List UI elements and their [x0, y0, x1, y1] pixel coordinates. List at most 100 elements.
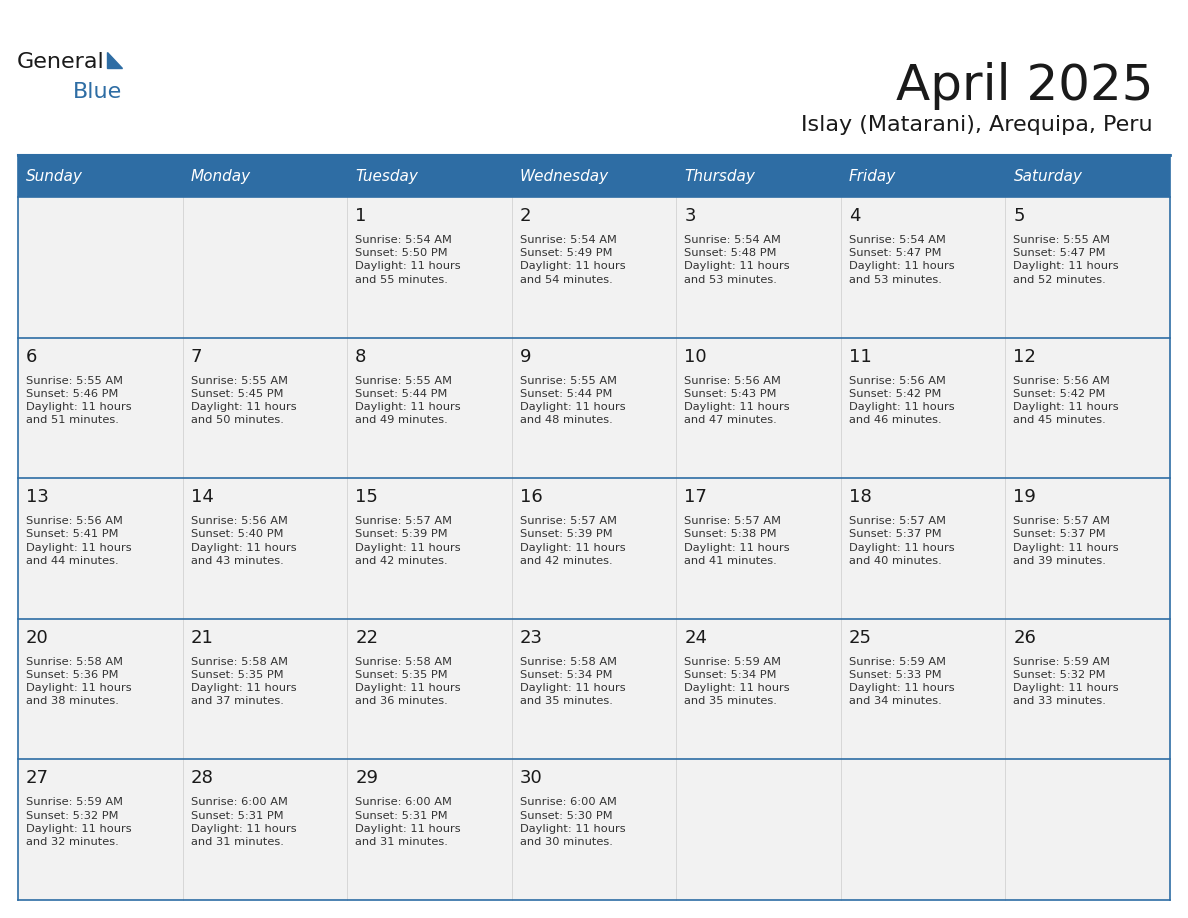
- Text: 29: 29: [355, 769, 378, 788]
- Bar: [841, 478, 1005, 619]
- Text: Blue: Blue: [72, 82, 122, 102]
- Text: Sunrise: 5:55 AM
Sunset: 5:44 PM
Daylight: 11 hours
and 49 minutes.: Sunrise: 5:55 AM Sunset: 5:44 PM Dayligh…: [355, 375, 461, 425]
- Text: 16: 16: [519, 488, 543, 506]
- Text: Sunrise: 5:56 AM
Sunset: 5:42 PM
Daylight: 11 hours
and 46 minutes.: Sunrise: 5:56 AM Sunset: 5:42 PM Dayligh…: [849, 375, 954, 425]
- Text: Sunrise: 5:56 AM
Sunset: 5:41 PM
Daylight: 11 hours
and 44 minutes.: Sunrise: 5:56 AM Sunset: 5:41 PM Dayligh…: [26, 516, 132, 565]
- Text: Monday: Monday: [190, 169, 251, 184]
- Text: 26: 26: [1013, 629, 1036, 647]
- Bar: [347, 619, 512, 759]
- Bar: [841, 759, 1005, 900]
- Text: Sunday: Sunday: [26, 169, 83, 184]
- Text: 19: 19: [1013, 488, 1036, 506]
- Text: 7: 7: [190, 348, 202, 365]
- Text: Sunrise: 6:00 AM
Sunset: 5:30 PM
Daylight: 11 hours
and 30 minutes.: Sunrise: 6:00 AM Sunset: 5:30 PM Dayligh…: [519, 798, 625, 847]
- Text: 27: 27: [26, 769, 49, 788]
- Bar: [183, 619, 347, 759]
- Text: Sunrise: 5:57 AM
Sunset: 5:37 PM
Daylight: 11 hours
and 40 minutes.: Sunrise: 5:57 AM Sunset: 5:37 PM Dayligh…: [849, 516, 954, 565]
- Bar: [1005, 759, 1170, 900]
- Text: Sunrise: 5:58 AM
Sunset: 5:36 PM
Daylight: 11 hours
and 38 minutes.: Sunrise: 5:58 AM Sunset: 5:36 PM Dayligh…: [26, 656, 132, 706]
- Text: 8: 8: [355, 348, 367, 365]
- Text: Sunrise: 5:56 AM
Sunset: 5:40 PM
Daylight: 11 hours
and 43 minutes.: Sunrise: 5:56 AM Sunset: 5:40 PM Dayligh…: [190, 516, 296, 565]
- Text: Sunrise: 5:54 AM
Sunset: 5:50 PM
Daylight: 11 hours
and 55 minutes.: Sunrise: 5:54 AM Sunset: 5:50 PM Dayligh…: [355, 235, 461, 285]
- Text: Sunrise: 5:59 AM
Sunset: 5:32 PM
Daylight: 11 hours
and 33 minutes.: Sunrise: 5:59 AM Sunset: 5:32 PM Dayligh…: [1013, 656, 1119, 706]
- Bar: [183, 759, 347, 900]
- Bar: [18, 338, 183, 478]
- Text: Sunrise: 5:54 AM
Sunset: 5:48 PM
Daylight: 11 hours
and 53 minutes.: Sunrise: 5:54 AM Sunset: 5:48 PM Dayligh…: [684, 235, 790, 285]
- Text: 13: 13: [26, 488, 49, 506]
- Bar: [347, 197, 512, 338]
- Text: 10: 10: [684, 348, 707, 365]
- FancyBboxPatch shape: [512, 155, 676, 197]
- Bar: [512, 338, 676, 478]
- Text: Sunrise: 5:59 AM
Sunset: 5:32 PM
Daylight: 11 hours
and 32 minutes.: Sunrise: 5:59 AM Sunset: 5:32 PM Dayligh…: [26, 798, 132, 847]
- Text: 9: 9: [519, 348, 531, 365]
- Bar: [841, 197, 1005, 338]
- Text: Sunrise: 5:58 AM
Sunset: 5:34 PM
Daylight: 11 hours
and 35 minutes.: Sunrise: 5:58 AM Sunset: 5:34 PM Dayligh…: [519, 656, 625, 706]
- Text: Sunrise: 5:57 AM
Sunset: 5:37 PM
Daylight: 11 hours
and 39 minutes.: Sunrise: 5:57 AM Sunset: 5:37 PM Dayligh…: [1013, 516, 1119, 565]
- Text: 24: 24: [684, 629, 707, 647]
- Bar: [676, 478, 841, 619]
- Text: Islay (Matarani), Arequipa, Peru: Islay (Matarani), Arequipa, Peru: [802, 115, 1154, 135]
- Text: General: General: [18, 52, 105, 72]
- FancyBboxPatch shape: [841, 155, 1005, 197]
- Text: Sunrise: 5:55 AM
Sunset: 5:47 PM
Daylight: 11 hours
and 52 minutes.: Sunrise: 5:55 AM Sunset: 5:47 PM Dayligh…: [1013, 235, 1119, 285]
- Text: Sunrise: 5:56 AM
Sunset: 5:42 PM
Daylight: 11 hours
and 45 minutes.: Sunrise: 5:56 AM Sunset: 5:42 PM Dayligh…: [1013, 375, 1119, 425]
- Text: Sunrise: 5:55 AM
Sunset: 5:44 PM
Daylight: 11 hours
and 48 minutes.: Sunrise: 5:55 AM Sunset: 5:44 PM Dayligh…: [519, 375, 625, 425]
- Text: 28: 28: [190, 769, 214, 788]
- Bar: [18, 759, 183, 900]
- Text: Sunrise: 5:55 AM
Sunset: 5:46 PM
Daylight: 11 hours
and 51 minutes.: Sunrise: 5:55 AM Sunset: 5:46 PM Dayligh…: [26, 375, 132, 425]
- Text: 11: 11: [849, 348, 872, 365]
- Bar: [676, 197, 841, 338]
- Bar: [1005, 338, 1170, 478]
- Bar: [676, 338, 841, 478]
- Text: Sunrise: 5:57 AM
Sunset: 5:39 PM
Daylight: 11 hours
and 42 minutes.: Sunrise: 5:57 AM Sunset: 5:39 PM Dayligh…: [355, 516, 461, 565]
- Text: 30: 30: [519, 769, 543, 788]
- FancyBboxPatch shape: [347, 155, 512, 197]
- FancyBboxPatch shape: [1005, 155, 1170, 197]
- Text: Sunrise: 5:57 AM
Sunset: 5:38 PM
Daylight: 11 hours
and 41 minutes.: Sunrise: 5:57 AM Sunset: 5:38 PM Dayligh…: [684, 516, 790, 565]
- Bar: [183, 478, 347, 619]
- Bar: [18, 155, 1170, 197]
- Text: 1: 1: [355, 207, 367, 225]
- Bar: [18, 197, 183, 338]
- Bar: [676, 619, 841, 759]
- Text: Thursday: Thursday: [684, 169, 756, 184]
- Text: Tuesday: Tuesday: [355, 169, 418, 184]
- Text: Saturday: Saturday: [1013, 169, 1082, 184]
- Text: 18: 18: [849, 488, 872, 506]
- Bar: [18, 478, 183, 619]
- Text: Friday: Friday: [849, 169, 896, 184]
- Text: Sunrise: 5:57 AM
Sunset: 5:39 PM
Daylight: 11 hours
and 42 minutes.: Sunrise: 5:57 AM Sunset: 5:39 PM Dayligh…: [519, 516, 625, 565]
- Text: 4: 4: [849, 207, 860, 225]
- Text: 25: 25: [849, 629, 872, 647]
- Bar: [183, 197, 347, 338]
- FancyBboxPatch shape: [18, 155, 183, 197]
- Text: Sunrise: 5:56 AM
Sunset: 5:43 PM
Daylight: 11 hours
and 47 minutes.: Sunrise: 5:56 AM Sunset: 5:43 PM Dayligh…: [684, 375, 790, 425]
- Text: 14: 14: [190, 488, 214, 506]
- Text: Sunrise: 6:00 AM
Sunset: 5:31 PM
Daylight: 11 hours
and 31 minutes.: Sunrise: 6:00 AM Sunset: 5:31 PM Dayligh…: [190, 798, 296, 847]
- Text: Wednesday: Wednesday: [519, 169, 608, 184]
- Text: Sunrise: 5:58 AM
Sunset: 5:35 PM
Daylight: 11 hours
and 37 minutes.: Sunrise: 5:58 AM Sunset: 5:35 PM Dayligh…: [190, 656, 296, 706]
- Bar: [1005, 619, 1170, 759]
- Text: Sunrise: 5:54 AM
Sunset: 5:47 PM
Daylight: 11 hours
and 53 minutes.: Sunrise: 5:54 AM Sunset: 5:47 PM Dayligh…: [849, 235, 954, 285]
- Text: 20: 20: [26, 629, 49, 647]
- Bar: [512, 619, 676, 759]
- Text: 2: 2: [519, 207, 531, 225]
- Text: Sunrise: 5:54 AM
Sunset: 5:49 PM
Daylight: 11 hours
and 54 minutes.: Sunrise: 5:54 AM Sunset: 5:49 PM Dayligh…: [519, 235, 625, 285]
- Text: 23: 23: [519, 629, 543, 647]
- Text: 3: 3: [684, 207, 696, 225]
- Text: Sunrise: 5:59 AM
Sunset: 5:34 PM
Daylight: 11 hours
and 35 minutes.: Sunrise: 5:59 AM Sunset: 5:34 PM Dayligh…: [684, 656, 790, 706]
- Text: April 2025: April 2025: [896, 62, 1154, 110]
- Bar: [347, 478, 512, 619]
- Polygon shape: [107, 52, 122, 68]
- Text: Sunrise: 5:59 AM
Sunset: 5:33 PM
Daylight: 11 hours
and 34 minutes.: Sunrise: 5:59 AM Sunset: 5:33 PM Dayligh…: [849, 656, 954, 706]
- Text: 15: 15: [355, 488, 378, 506]
- Text: 22: 22: [355, 629, 378, 647]
- Text: Sunrise: 5:58 AM
Sunset: 5:35 PM
Daylight: 11 hours
and 36 minutes.: Sunrise: 5:58 AM Sunset: 5:35 PM Dayligh…: [355, 656, 461, 706]
- Text: Sunrise: 5:55 AM
Sunset: 5:45 PM
Daylight: 11 hours
and 50 minutes.: Sunrise: 5:55 AM Sunset: 5:45 PM Dayligh…: [190, 375, 296, 425]
- Bar: [676, 759, 841, 900]
- Bar: [512, 197, 676, 338]
- Text: 21: 21: [190, 629, 214, 647]
- Text: 6: 6: [26, 348, 37, 365]
- Bar: [347, 759, 512, 900]
